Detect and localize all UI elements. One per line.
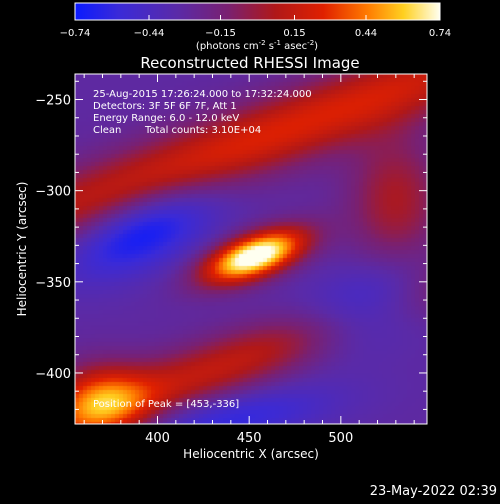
x-tick-label: 500	[328, 431, 353, 446]
heatmap-image	[75, 74, 427, 424]
colorbar-ticks	[74, 15, 441, 20]
annotation-time-range: 25-Aug-2015 17:26:24.000 to 17:32:24.000	[93, 89, 312, 100]
colorbar	[74, 2, 441, 21]
annotation-peak-position: Position of Peak = [453,-336]	[93, 399, 239, 410]
colorbar-tick-label: −0.15	[205, 28, 236, 39]
y-axis-ticks: −250 −300 −350 −400	[35, 80, 427, 410]
x-axis-ticks: 400 450 500	[83, 74, 415, 446]
x-tick-label: 450	[237, 431, 262, 446]
x-tick-label: 400	[145, 431, 170, 446]
footer-date: 23-May-2022 02:39	[370, 484, 497, 499]
colorbar-units-label: (photons cm-2 s-1 asec-2)	[196, 39, 318, 52]
y-tick-label: −250	[35, 94, 71, 109]
annotation-energy: Energy Range: 6.0 - 12.0 keV	[93, 113, 239, 124]
y-tick-label: −350	[35, 276, 71, 291]
x-axis-label: Heliocentric X (arcsec)	[183, 447, 319, 461]
y-tick-label: −400	[35, 367, 71, 382]
annotation-counts: Total counts: 3.10E+04	[144, 125, 261, 136]
colorbar-tick-label: 0.44	[355, 28, 377, 39]
y-axis-label: Heliocentric Y (arcsec)	[15, 182, 29, 317]
colorbar-tick-labels: −0.74 −0.44 −0.15 0.15 0.44 0.74	[60, 28, 451, 39]
colorbar-tick-label: −0.44	[134, 28, 165, 39]
chart-title: Reconstructed RHESSI Image	[140, 54, 359, 72]
colorbar-tick-label: 0.15	[283, 28, 305, 39]
y-tick-label: −300	[35, 185, 71, 200]
annotation-detectors: Detectors: 3F 5F 6F 7F, Att 1	[93, 101, 237, 112]
annotation-method: Clean	[93, 125, 121, 136]
colorbar-tick-label: 0.74	[429, 28, 451, 39]
plot-frame	[74, 73, 428, 425]
colorbar-tick-label: −0.74	[60, 28, 91, 39]
